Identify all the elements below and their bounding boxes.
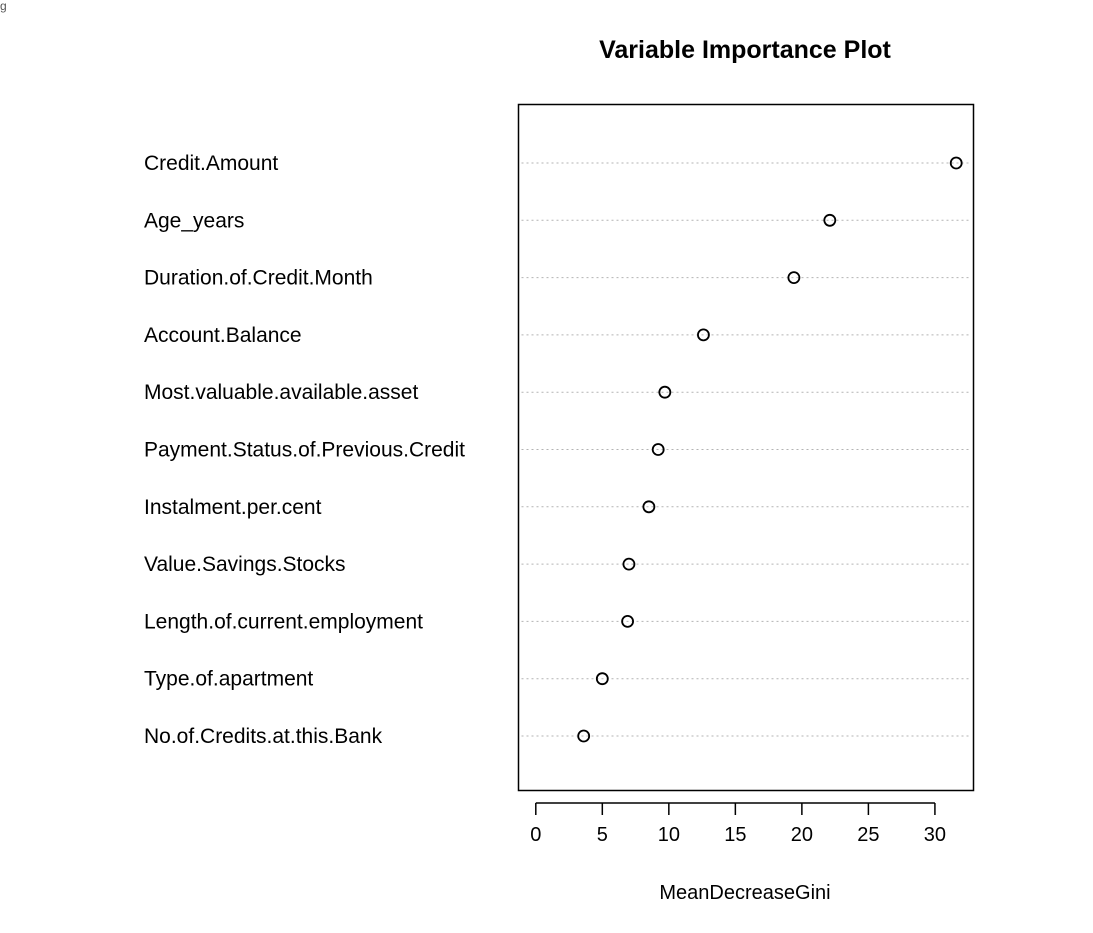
corner-glyph: g [0,0,7,13]
x-axis: 0 5 10 15 20 25 30 [530,802,946,846]
category-label: Account.Balance [144,324,302,347]
data-point [658,385,672,399]
category-labels: Credit.Amount Age_years Duration.of.Credit… [144,152,465,748]
x-axis-label: MeanDecreaseGini [659,882,830,904]
category-label: Age_years [144,209,244,232]
grid-lines [521,162,971,737]
data-point [787,271,801,285]
x-tick-label: 25 [857,824,879,846]
category-label: No.of.Credits.at.this.Bank [144,725,383,748]
x-tick-label: 30 [924,824,946,846]
data-point [577,729,591,743]
chart-title: Variable Importance Plot [599,36,891,64]
data-point [621,615,634,628]
data-point [642,500,656,514]
category-label: Type.of.apartment [144,668,313,691]
x-tick-label: 5 [597,824,608,846]
x-tick-label: 0 [530,824,541,846]
x-tick-label: 20 [791,824,813,846]
category-label: Duration.of.Credit.Month [144,267,373,290]
category-label: Value.Savings.Stocks [144,553,346,576]
data-point [697,328,710,342]
category-label: Length.of.current.employment [144,610,423,633]
category-label: Credit.Amount [144,152,278,175]
x-tick-label: 15 [724,824,746,846]
x-tick-label: 10 [658,824,680,846]
data-point [949,156,963,170]
category-label: Instalment.per.cent [144,496,322,519]
plot-frame [517,103,975,792]
data-point [595,672,609,686]
data-point [651,443,665,456]
category-label: Payment.Status.of.Previous.Credit [144,439,465,462]
category-label: Most.valuable.available.asset [144,381,418,404]
data-point [823,213,837,227]
data-points [577,156,963,743]
data-point [622,557,636,571]
